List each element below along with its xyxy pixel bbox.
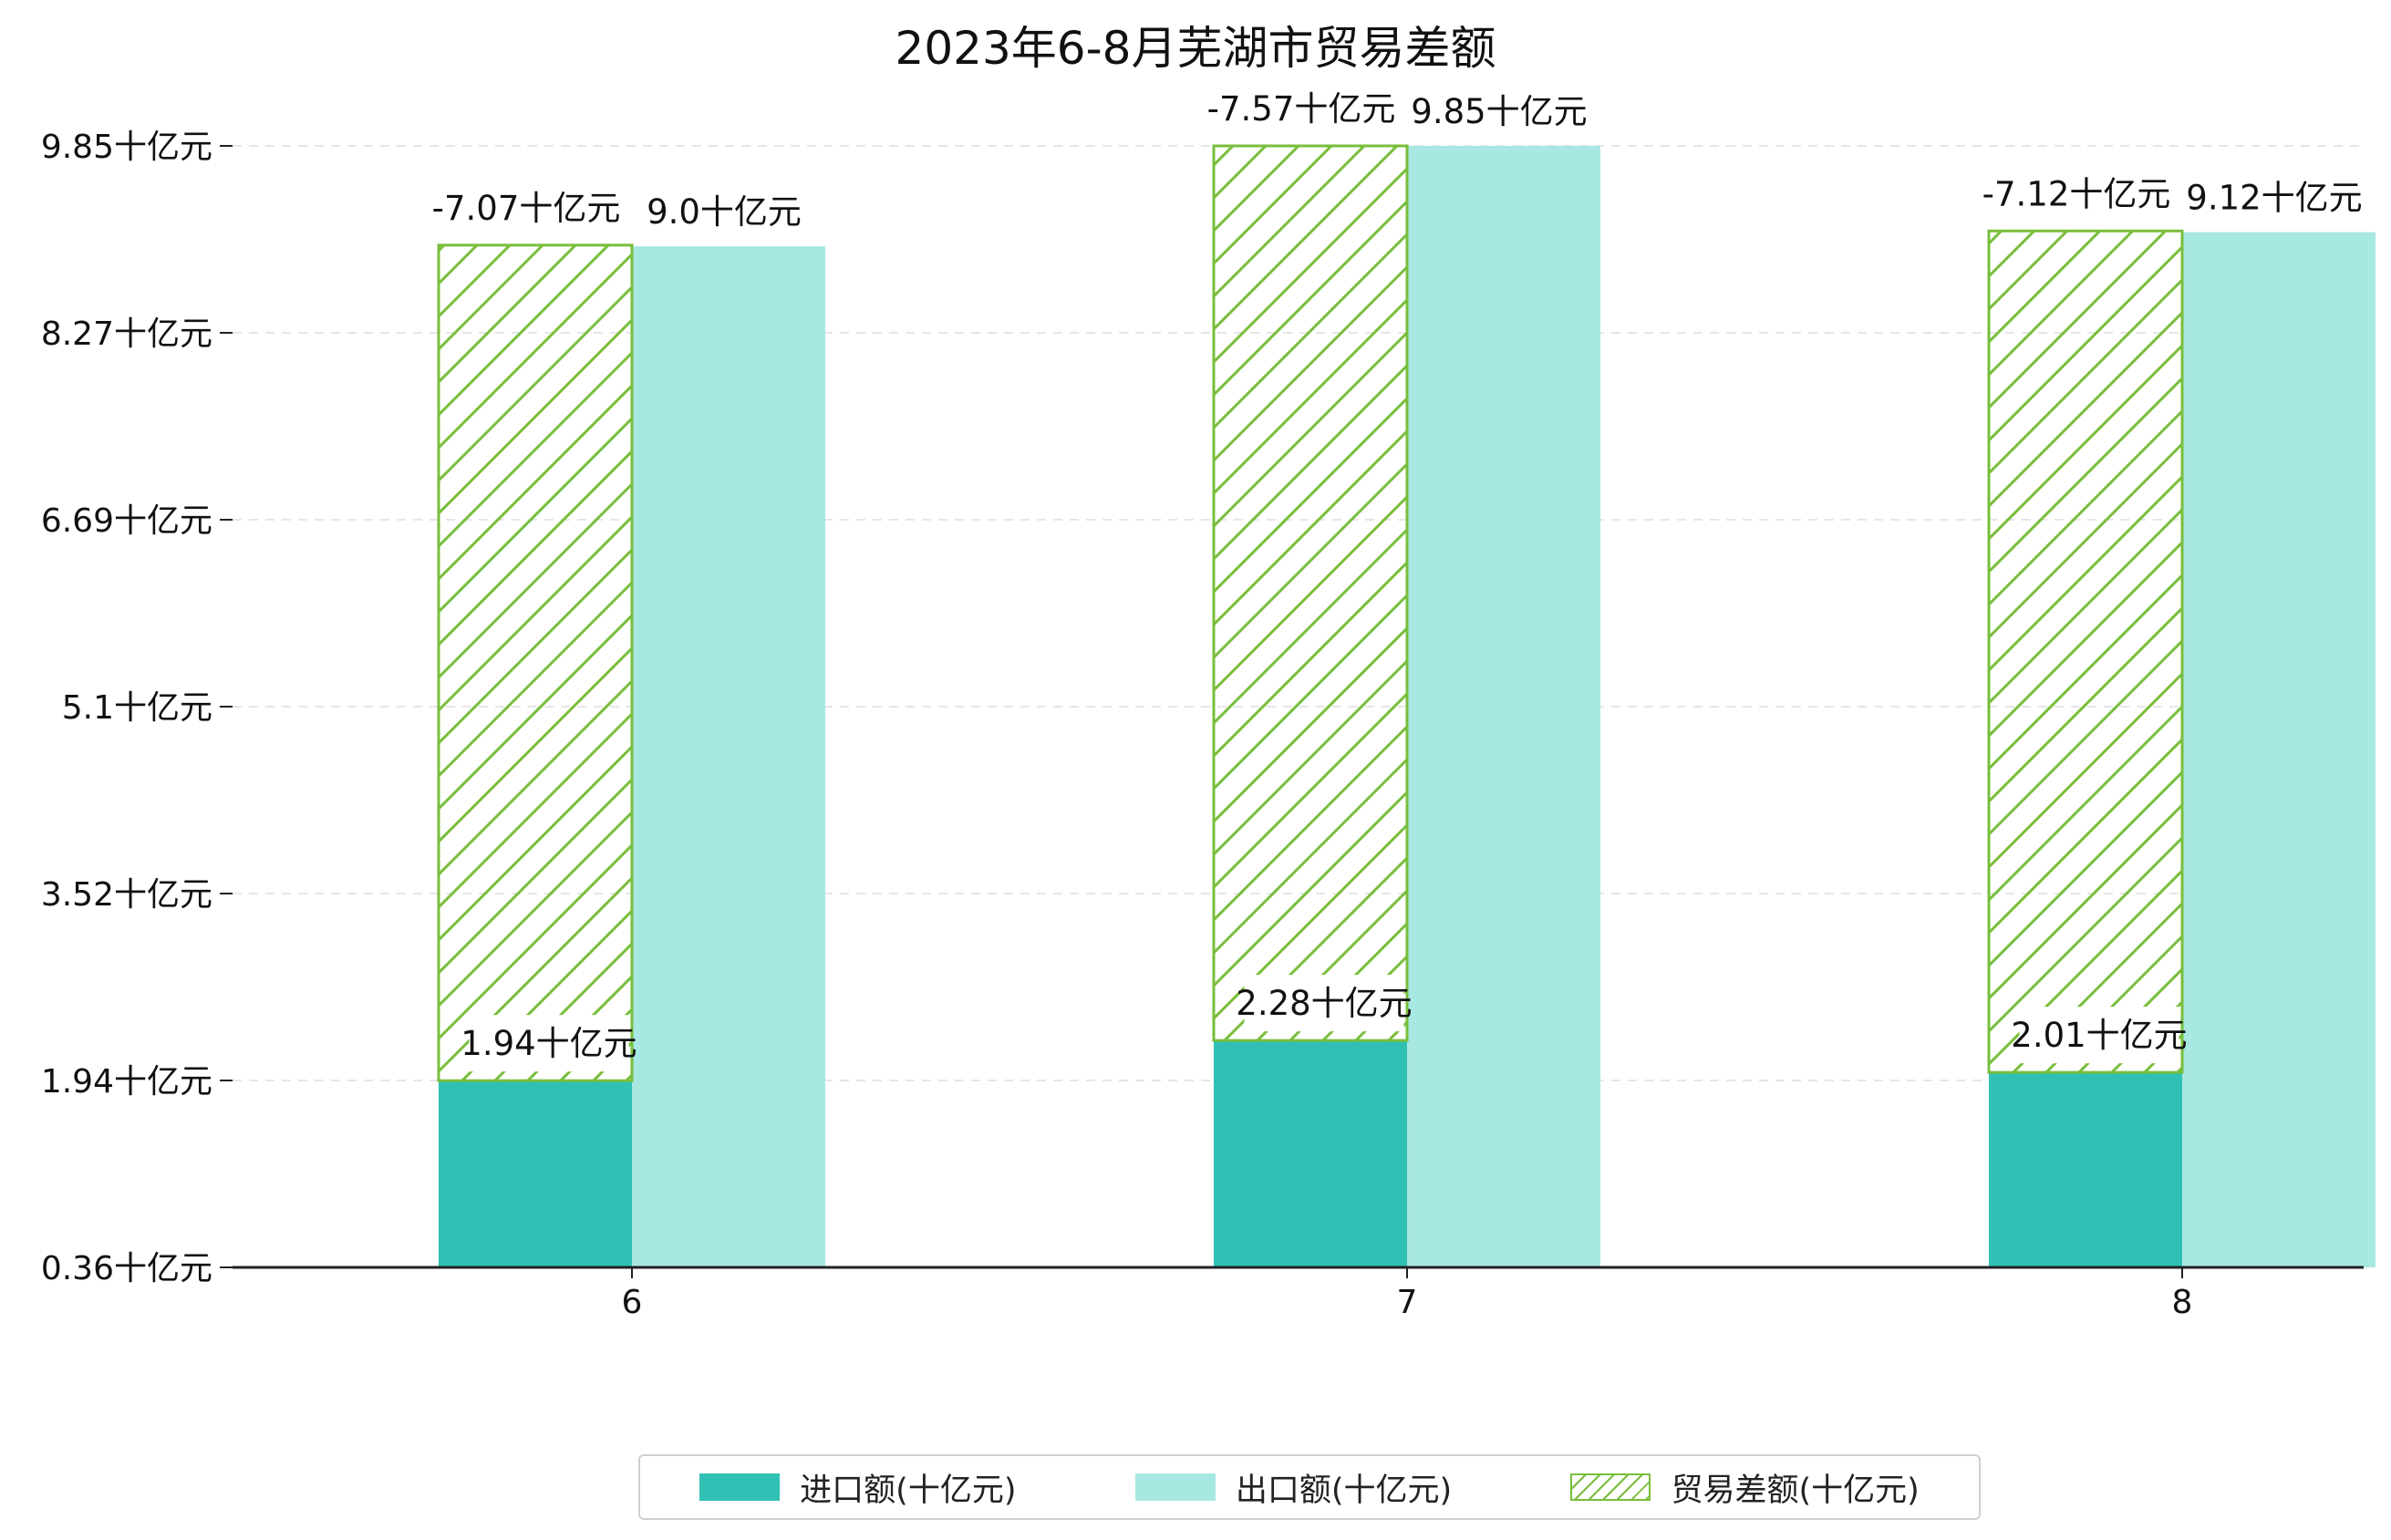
bar-balance (1212, 144, 1409, 1042)
label-import: 2.28十亿元 (1236, 975, 1413, 1032)
y-tick-label: 3.52十亿元 (41, 876, 212, 914)
label-balance: -7.57十亿元 (1207, 80, 1396, 137)
y-axis: 0.36十亿元 1.94十亿元 3.52十亿元 5.1十亿元 6.69十亿元 8.27十亿… (41, 129, 233, 1287)
bar-export (2182, 232, 2375, 1268)
legend-label-import: 进口额(十亿元) (800, 1472, 1017, 1509)
bar-import (1214, 1040, 1407, 1267)
legend-swatch-balance (1570, 1473, 1651, 1501)
bar-export (632, 246, 825, 1268)
data-label-bg (1244, 975, 1404, 1032)
data-label-bg (2019, 1007, 2179, 1064)
legend-label-export: 出口额(十亿元) (1235, 1472, 1453, 1509)
y-tick-label: 8.27十亿元 (41, 315, 212, 353)
label-export: 9.85十亿元 (1411, 83, 1588, 140)
data-label-bg (2194, 169, 2355, 226)
bar-balance (437, 243, 634, 1082)
y-tick-label: 5.1十亿元 (62, 689, 212, 727)
bar-balance (1987, 229, 2184, 1074)
data-label: 9.12十亿元 (2186, 179, 2362, 218)
bars (437, 144, 2375, 1268)
bar-import (439, 1080, 632, 1267)
legend-item-balance[interactable]: 贸易差额(十亿元) (1570, 1464, 1920, 1511)
data-label-bg (437, 179, 616, 236)
label-export: 9.0十亿元 (647, 183, 802, 241)
bar-export (1407, 146, 1600, 1267)
legend: 进口额(十亿元) 出口额(十亿元) 贸易差额(十亿元) (638, 1454, 1981, 1520)
bar-import (1989, 1072, 2182, 1267)
data-label: 9.0十亿元 (647, 192, 802, 232)
label-import: 2.01十亿元 (2011, 1007, 2188, 1064)
data-label: 1.94十亿元 (461, 1024, 637, 1063)
y-tick-label: 1.94十亿元 (41, 1063, 212, 1101)
data-label-bg (469, 1015, 629, 1072)
legend-swatch-import (699, 1473, 781, 1501)
x-tick-label: 8 (2172, 1284, 2193, 1321)
legend-item-export[interactable]: 出口额(十亿元) (1134, 1464, 1453, 1511)
data-label-bg (1212, 80, 1391, 137)
label-export: 9.12十亿元 (2186, 169, 2363, 226)
legend-swatch-export (1134, 1473, 1216, 1501)
y-tick-label: 6.69十亿元 (41, 502, 212, 540)
chart-title: 2023年6-8月芜湖市贸易差额 (895, 22, 1496, 75)
data-label: 2.01十亿元 (2011, 1016, 2187, 1055)
x-tick-label: 7 (1397, 1284, 1418, 1321)
legend-item-import[interactable]: 进口额(十亿元) (699, 1464, 1016, 1511)
data-label-bg (1419, 83, 1579, 140)
x-tick-label: 6 (622, 1284, 643, 1321)
data-label: 2.28十亿元 (1236, 984, 1412, 1023)
data-label: 9.85十亿元 (1411, 92, 1587, 131)
x-axis: 6 7 8 (233, 1266, 2364, 1321)
y-tick-label: 0.36十亿元 (41, 1250, 212, 1287)
label-import: 1.94十亿元 (461, 1015, 637, 1072)
y-tick-label: 9.85十亿元 (41, 129, 212, 166)
data-label-bg (1987, 165, 2166, 222)
label-balance: -7.07十亿元 (432, 179, 621, 236)
data-label: -7.57十亿元 (1207, 89, 1396, 129)
legend-label-balance: 贸易差额(十亿元) (1671, 1472, 1920, 1509)
data-label: -7.07十亿元 (432, 189, 621, 228)
label-balance: -7.12十亿元 (1982, 165, 2171, 222)
data-labels: 1.94十亿元 9.0十亿元 -7.07十亿元 2.28十亿元 9.85十亿元 -7.57… (432, 80, 2363, 1072)
data-label-bg (654, 183, 794, 241)
data-label: -7.12十亿元 (1982, 174, 2171, 213)
